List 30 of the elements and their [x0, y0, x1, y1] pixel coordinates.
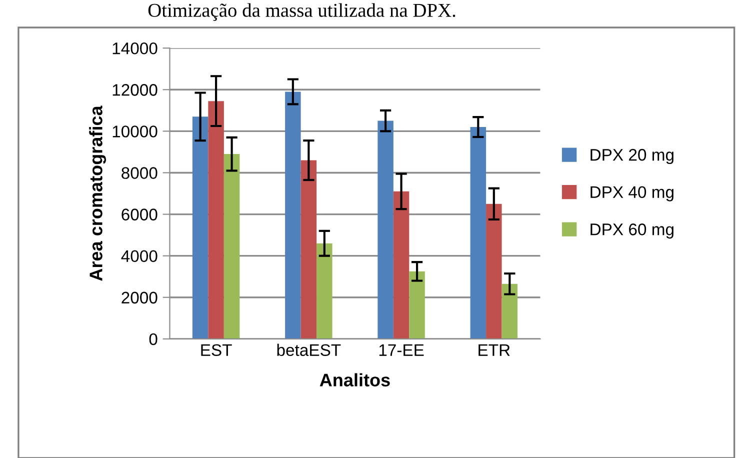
bar	[409, 271, 425, 339]
bar	[393, 191, 410, 339]
y-tick-label: 0	[149, 333, 158, 346]
y-tick-label: 6000	[122, 208, 158, 220]
bar	[208, 101, 224, 339]
y-tick-label: 12000	[112, 84, 158, 96]
bar	[300, 160, 317, 339]
x-axis-title: Analitos	[320, 373, 390, 386]
bar	[378, 120, 394, 339]
x-tick-label: betaEST	[277, 344, 341, 356]
bar	[192, 116, 208, 339]
legend-label: DPX 20 mg	[590, 148, 674, 164]
bar	[285, 92, 301, 339]
y-tick-label: 14000	[112, 42, 158, 54]
bar	[486, 204, 502, 339]
x-tick-label: ETR	[478, 344, 510, 356]
x-tick-label: 17-EE	[379, 344, 424, 356]
y-tick-label: 8000	[122, 167, 158, 179]
y-tick-label: 2000	[122, 292, 158, 304]
x-tick-label: EST	[201, 344, 232, 356]
chart-title: Otimização da massa utilizada na DPX.	[148, 3, 456, 21]
bar	[316, 243, 332, 339]
legend-label: DPX 60 mg	[590, 224, 674, 239]
y-tick-label: 10000	[112, 126, 158, 138]
legend-label: DPX 40 mg	[590, 186, 674, 202]
y-tick-label: 4000	[121, 250, 158, 262]
bar	[502, 284, 518, 339]
bar	[470, 127, 486, 339]
bar	[224, 154, 240, 339]
y-axis-title: Area cromatografica	[89, 106, 106, 281]
